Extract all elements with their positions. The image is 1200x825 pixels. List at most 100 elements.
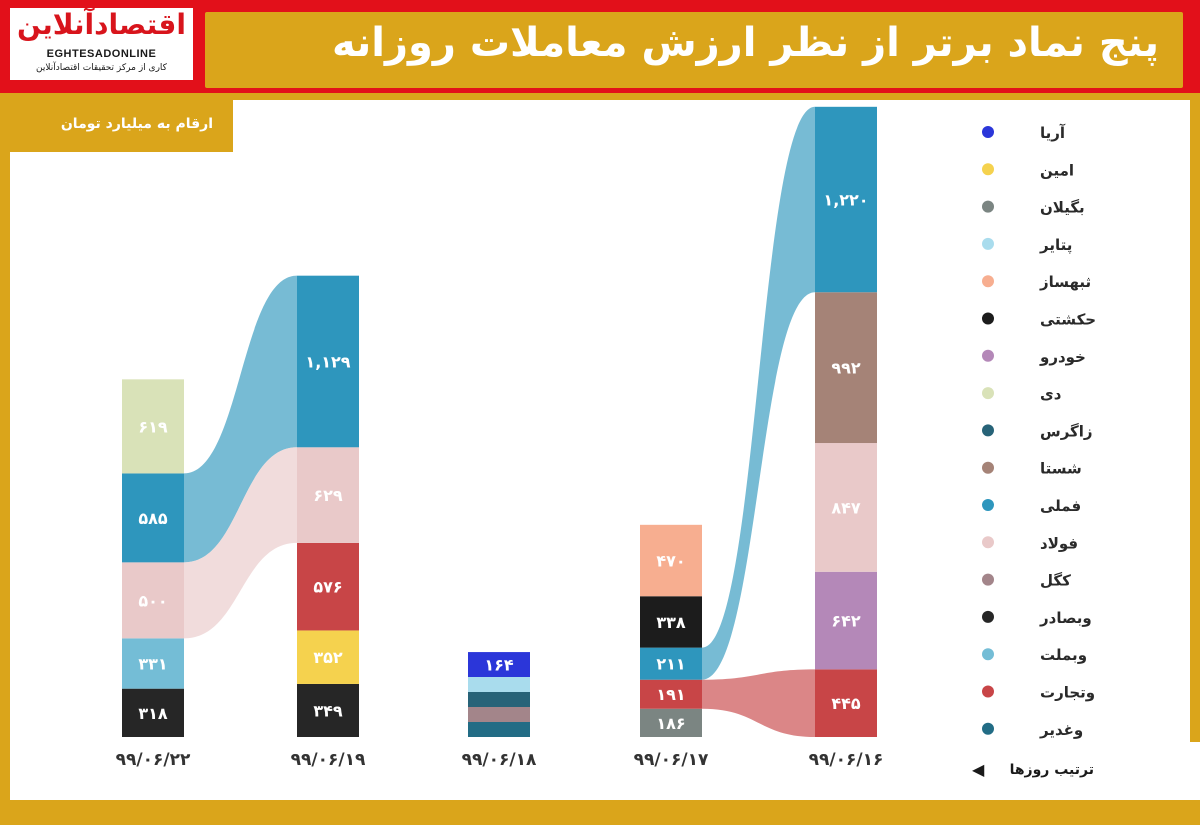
flow-ribbon [184,275,297,563]
bar-value-label: ۶۲۹ [313,486,343,505]
legend-label: وتجارت [1040,684,1095,702]
legend-label: زاگرس [1040,422,1093,440]
order-label: ترتیب روزها [1009,762,1094,778]
bar-value-label: ۶۱۹ [138,417,168,436]
date-label: ۹۹/۰۶/۱۸ [462,750,537,770]
legend-label: امین [1040,161,1074,179]
logo-persian: اقتصادآنلاین [17,8,186,41]
legend-swatch [982,536,994,549]
bar-value-label: ۶۴۲ [831,612,861,631]
legend-label: وغدیر [1039,721,1083,739]
bar-segment [815,292,877,444]
bar-value-label: ۳۴۹ [313,701,343,720]
legend: آریا امین بگیلان پتایر ثبهساز حکشتی خودرو دی زاگ… [982,124,1096,739]
bar-value-label: ۳۳۱ [138,655,167,674]
bar-segment [122,688,184,737]
legend-swatch [982,349,994,362]
legend-swatch [982,461,994,474]
bar-segment [297,542,359,631]
bar-segment [122,638,184,689]
legend-label: دی [1040,385,1062,403]
bar-segment [815,443,877,572]
bar-segment [297,683,359,737]
chart-panel [10,100,1190,800]
legend-label: ثبهساز [1039,273,1091,291]
legend-label: وبملت [1040,646,1087,664]
bar-segment [468,722,530,737]
bar-value-label: ۱۸۶ [656,714,685,733]
legend-label: فولاد [1040,534,1078,552]
flow-ribbons [184,106,815,737]
bar-segment [640,647,702,680]
legend-swatch [982,648,994,661]
bar-segment [122,379,184,474]
bar-value-label: ۱,۲۲۰ [823,191,868,210]
bar-segment [815,106,877,293]
unit-box: ارقام به میلیارد تومان [10,100,233,152]
legend-swatch [982,424,994,437]
legend-label: شستا [1040,460,1082,478]
bar-value-label: ۹۹۲ [831,359,861,378]
bar-value-label: ۸۴۷ [831,498,861,517]
bar-segment [297,275,359,448]
bar-value-label: ۴۷۰ [656,552,685,571]
legend-label: پتایر [1039,236,1072,255]
legend-swatch [982,163,994,176]
bar-value-label: ۵۰۰ [138,591,167,610]
date-label: ۹۹/۰۶/۱۶ [809,750,884,770]
bar-segment [297,447,359,543]
bar-value-label: ۱۶۴ [484,656,514,675]
legend-swatch [982,387,994,400]
bar-value-label: ۵۸۵ [138,509,168,528]
bar-segment [815,571,877,670]
bar-value-label: ۱۹۱ [656,685,685,704]
legend-swatch [982,237,994,250]
order-box: ترتیب روزها ◀ [958,742,1200,800]
legend-swatch [982,573,994,586]
legend-label: خودرو [1039,348,1086,366]
bar-value-label: ۵۷۶ [313,578,342,597]
bar-segment [297,630,359,684]
legend-swatch [982,610,994,623]
bar-value-label: ۲۱۱ [656,655,685,674]
unit-label: ارقام به میلیارد تومان [60,116,213,132]
bar-segment [640,679,702,709]
flow-ribbon [702,669,815,737]
legend-swatch [982,499,994,511]
bar-segment [468,677,530,692]
logo-subtitle: کاری از مرکز تحقیقات اقتصادآنلاین [36,63,167,73]
bar-value-label: ۱,۱۲۹ [305,352,350,371]
bar-value-label: ۳۵۲ [313,648,343,667]
header-banner: پنج نماد برتر از نظر ارزش معاملات روزانه [205,12,1183,88]
bar-segment [815,669,877,737]
bar-value-label: ۳۱۸ [138,704,168,723]
legend-label: وبصادر [1039,609,1092,627]
logo-english: EGHTESADONLINE [46,48,157,60]
legend-label: کگل [1040,572,1071,590]
date-label: ۹۹/۰۶/۱۹ [291,750,366,770]
legend-swatch [982,200,994,213]
bar-stacks: ۳۱۸ ۳۳۱ ۵۰۰ ۵۸۵ ۶۱۹ ۳۴۹ ۳۵۲ ۵۷۶ ۶۲۹ ۱,۱۲۹ ۱۶۴ ۱۸۶ ۱۹… [122,106,877,737]
date-label: ۹۹/۰۶/۱۷ [634,750,709,770]
legend-swatch [982,685,994,698]
logo: اقتصادآنلاین EGHTESADONLINE کاری از مرکز… [10,8,193,80]
legend-label: حکشتی [1040,311,1096,329]
bar-value-label: ۴۴۵ [831,694,861,713]
bar-segment [640,596,702,648]
legend-label: فملی [1040,497,1081,515]
bar-segment [468,707,530,722]
flow-ribbon [184,447,297,639]
bar-segment [122,473,184,563]
bar-value-label: ۳۳۸ [656,613,686,632]
legend-swatch [982,722,994,735]
bar-segment [468,692,530,707]
legend-swatch [982,312,994,325]
legend-label: بگیلان [1040,199,1085,217]
flow-ribbon [702,106,815,680]
bar-segment [640,524,702,597]
bar-segment [468,652,530,677]
left-arrow-icon: ◀ [972,760,985,779]
legend-swatch [982,126,994,138]
bar-segment [122,562,184,639]
